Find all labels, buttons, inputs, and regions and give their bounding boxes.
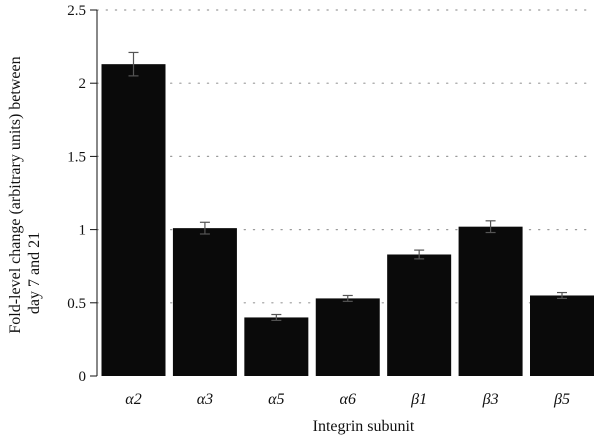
bar-7: [530, 295, 594, 376]
x-category-label: α6: [340, 391, 356, 408]
x-category-label: β1: [410, 391, 427, 408]
x-category-label: α5: [268, 391, 284, 408]
y-tick-label: 1: [79, 223, 87, 239]
y-axis-title: Fold-level change (arbitrary units) betw…: [7, 52, 43, 333]
bar-5: [387, 254, 452, 376]
y-tick-label: 1.5: [67, 149, 86, 165]
y-axis-title-line-2: day 7 and 21: [26, 232, 43, 314]
y-tick-label: 2.5: [67, 3, 86, 19]
y-axis-ticks: 0 0.5 1 1.5 2 2.5: [67, 3, 97, 385]
x-category-label: α2: [125, 391, 141, 408]
bar-4: [315, 298, 380, 376]
x-axis-title: Integrin subunit: [313, 418, 415, 435]
bars: [101, 64, 594, 376]
x-category-label: β3: [482, 391, 499, 408]
y-tick-label: 0: [79, 369, 87, 385]
x-category-label: α3: [197, 391, 213, 408]
error-bars: [128, 51, 567, 321]
y-axis-title-line-1: Fold-level change (arbitrary units) betw…: [7, 56, 24, 333]
x-category-label: β5: [553, 391, 570, 408]
y-tick-label: 0.5: [67, 296, 86, 312]
bar-2: [172, 228, 237, 376]
bar-1: [101, 64, 166, 376]
bar-3: [244, 317, 309, 376]
y-tick-label: 2: [79, 76, 87, 92]
bar-6: [458, 226, 523, 376]
x-axis-labels: α2 α3 α5 α6 β1 β3 β5: [125, 391, 570, 408]
